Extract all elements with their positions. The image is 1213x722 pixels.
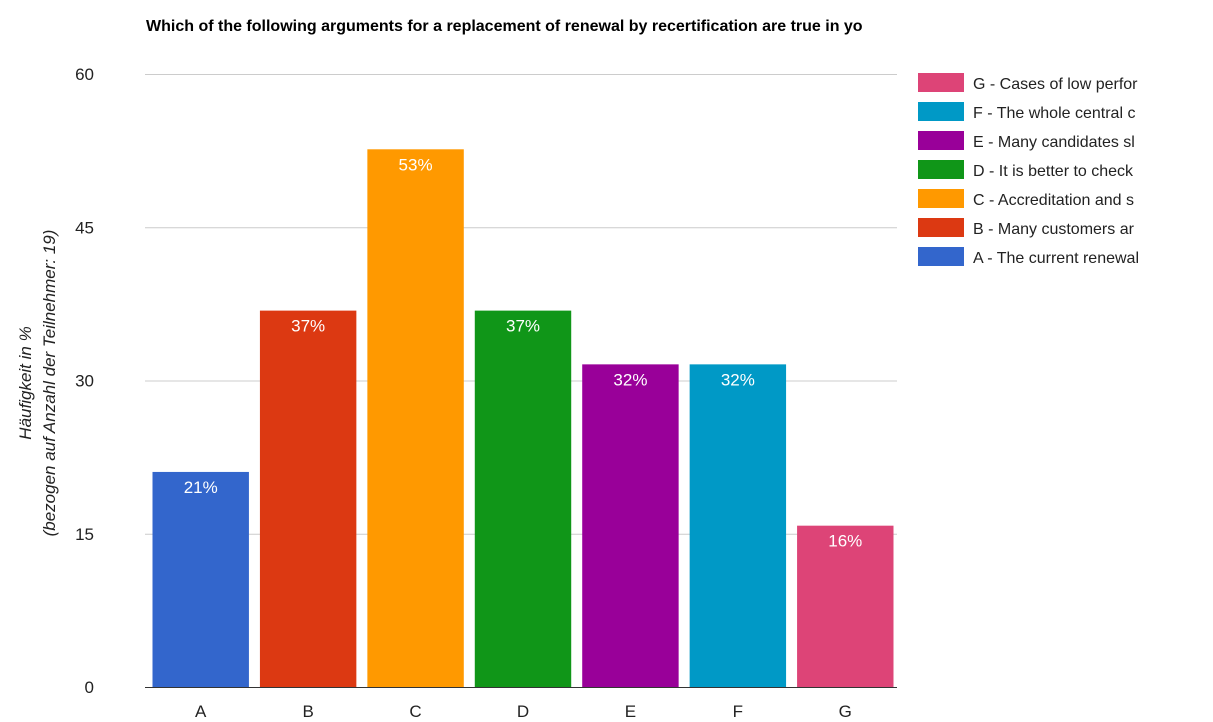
legend-label: A - The current renewal	[973, 250, 1139, 267]
data-label-c: 53%	[399, 155, 433, 174]
legend-swatch	[918, 160, 964, 179]
legend: G - Cases of low perfor F - The whole cen…	[918, 73, 1139, 267]
legend-swatch	[918, 218, 964, 237]
y-tick-label: 60	[75, 65, 94, 84]
y-tick-label: 30	[75, 372, 94, 391]
x-tick-label: G	[839, 702, 852, 721]
legend-swatch	[918, 102, 964, 121]
legend-item-d: D - It is better to check	[918, 160, 1134, 180]
bars: 21% 37% 53% 37% 32% 32% 16%	[152, 149, 894, 688]
legend-item-e: E - Many candidates sl	[918, 131, 1135, 151]
legend-swatch	[918, 189, 964, 208]
data-label-g: 16%	[828, 532, 862, 551]
data-label-f: 32%	[721, 370, 755, 389]
y-axis-label-line: Häufigkeit in %	[16, 326, 35, 439]
x-tick-label: A	[195, 702, 207, 721]
legend-swatch	[918, 247, 964, 266]
y-axis-label-line: (bezogen auf Anzahl der Teilnehmer: 19)	[40, 230, 59, 537]
bar-b	[259, 310, 357, 687]
bar-c	[367, 149, 464, 688]
bar-a	[152, 471, 249, 687]
x-tick-label: F	[733, 702, 743, 721]
legend-label: D - It is better to check	[973, 163, 1134, 180]
legend-item-f: F - The whole central c	[918, 102, 1135, 122]
chart-title: Which of the following arguments for a r…	[146, 18, 863, 35]
legend-swatch	[918, 73, 964, 92]
legend-item-a: A - The current renewal	[918, 247, 1139, 267]
legend-swatch	[918, 131, 964, 150]
bar-e	[582, 364, 679, 687]
y-axis-label: Häufigkeit in % (bezogen auf Anzahl der T…	[16, 230, 59, 537]
data-label-d: 37%	[506, 317, 540, 336]
legend-label: F - The whole central c	[973, 105, 1135, 122]
bar-f	[689, 364, 787, 687]
x-tick-label: C	[409, 702, 421, 721]
y-tick-label: 0	[85, 678, 94, 697]
bar-d	[474, 310, 572, 687]
legend-label: B - Many customers ar	[973, 221, 1135, 238]
x-tick-label: B	[302, 702, 313, 721]
legend-item-b: B - Many customers ar	[918, 218, 1135, 238]
y-tick-label: 15	[75, 525, 94, 544]
y-tick-labels: 0 15 30 45 60	[75, 65, 94, 697]
bar-g	[797, 525, 894, 687]
x-tick-label: D	[517, 702, 529, 721]
data-label-b: 37%	[291, 317, 325, 336]
x-tick-labels: A B C D E F G	[195, 702, 852, 721]
y-tick-label: 45	[75, 218, 94, 237]
data-label-e: 32%	[613, 370, 647, 389]
legend-item-g: G - Cases of low perfor	[918, 73, 1138, 93]
legend-item-c: C - Accreditation and s	[918, 189, 1134, 209]
data-label-a: 21%	[184, 478, 218, 497]
x-tick-label: E	[625, 702, 636, 721]
legend-label: E - Many candidates sl	[973, 134, 1135, 151]
legend-label: G - Cases of low perfor	[973, 76, 1138, 93]
legend-label: C - Accreditation and s	[973, 192, 1134, 209]
